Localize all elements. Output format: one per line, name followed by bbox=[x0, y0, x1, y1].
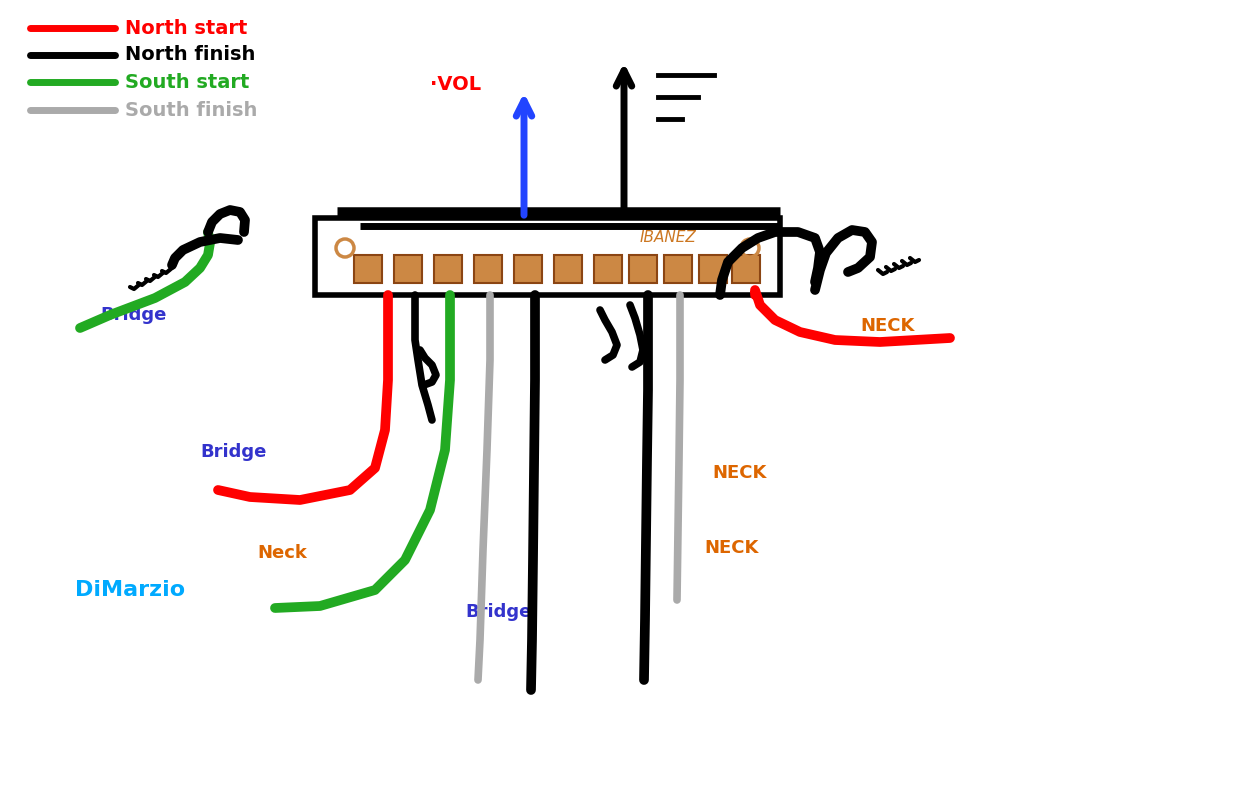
Text: NECK: NECK bbox=[860, 317, 914, 335]
Text: NECK: NECK bbox=[704, 539, 759, 557]
Text: Bridge: Bridge bbox=[200, 443, 267, 461]
Bar bbox=[553, 255, 582, 283]
Text: DiMarzio: DiMarzio bbox=[75, 580, 185, 600]
Text: North start: North start bbox=[125, 18, 248, 38]
Text: ·VOL: ·VOL bbox=[429, 75, 481, 94]
Bar bbox=[394, 255, 422, 283]
Text: Bridge: Bridge bbox=[100, 306, 167, 324]
Bar bbox=[699, 255, 727, 283]
Bar bbox=[316, 218, 780, 295]
Bar bbox=[629, 255, 657, 283]
Bar bbox=[475, 255, 502, 283]
Bar bbox=[593, 255, 622, 283]
Bar bbox=[515, 255, 542, 283]
Bar bbox=[434, 255, 462, 283]
Text: North finish: North finish bbox=[125, 46, 255, 65]
Bar bbox=[354, 255, 382, 283]
Text: South finish: South finish bbox=[125, 101, 258, 119]
Text: South start: South start bbox=[125, 73, 249, 91]
Text: Neck: Neck bbox=[257, 544, 307, 562]
Text: Bridge: Bridge bbox=[464, 603, 531, 621]
Bar bbox=[732, 255, 760, 283]
Text: IBANEZ: IBANEZ bbox=[640, 230, 697, 246]
Bar bbox=[664, 255, 692, 283]
Text: NECK: NECK bbox=[712, 464, 766, 482]
